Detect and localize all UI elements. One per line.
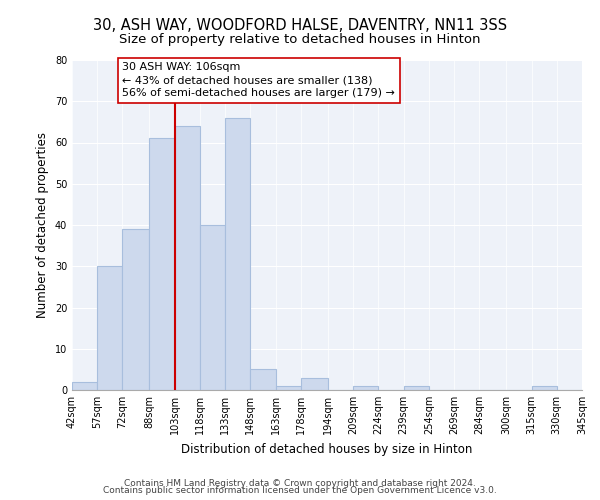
Bar <box>149 138 175 390</box>
Bar <box>404 386 429 390</box>
Bar <box>200 225 225 390</box>
Y-axis label: Number of detached properties: Number of detached properties <box>36 132 49 318</box>
Bar <box>275 386 301 390</box>
Text: Contains public sector information licensed under the Open Government Licence v3: Contains public sector information licen… <box>103 486 497 495</box>
Bar <box>250 370 275 390</box>
Text: 30, ASH WAY, WOODFORD HALSE, DAVENTRY, NN11 3SS: 30, ASH WAY, WOODFORD HALSE, DAVENTRY, N… <box>93 18 507 32</box>
Bar <box>532 386 557 390</box>
Text: 30 ASH WAY: 106sqm
← 43% of detached houses are smaller (138)
56% of semi-detach: 30 ASH WAY: 106sqm ← 43% of detached hou… <box>122 62 395 98</box>
Bar <box>122 229 149 390</box>
X-axis label: Distribution of detached houses by size in Hinton: Distribution of detached houses by size … <box>181 442 473 456</box>
Text: Size of property relative to detached houses in Hinton: Size of property relative to detached ho… <box>119 32 481 46</box>
Text: Contains HM Land Registry data © Crown copyright and database right 2024.: Contains HM Land Registry data © Crown c… <box>124 478 476 488</box>
Bar <box>72 382 97 390</box>
Bar <box>353 386 379 390</box>
Bar <box>97 266 122 390</box>
Bar <box>301 378 328 390</box>
Bar <box>175 126 200 390</box>
Bar <box>225 118 250 390</box>
